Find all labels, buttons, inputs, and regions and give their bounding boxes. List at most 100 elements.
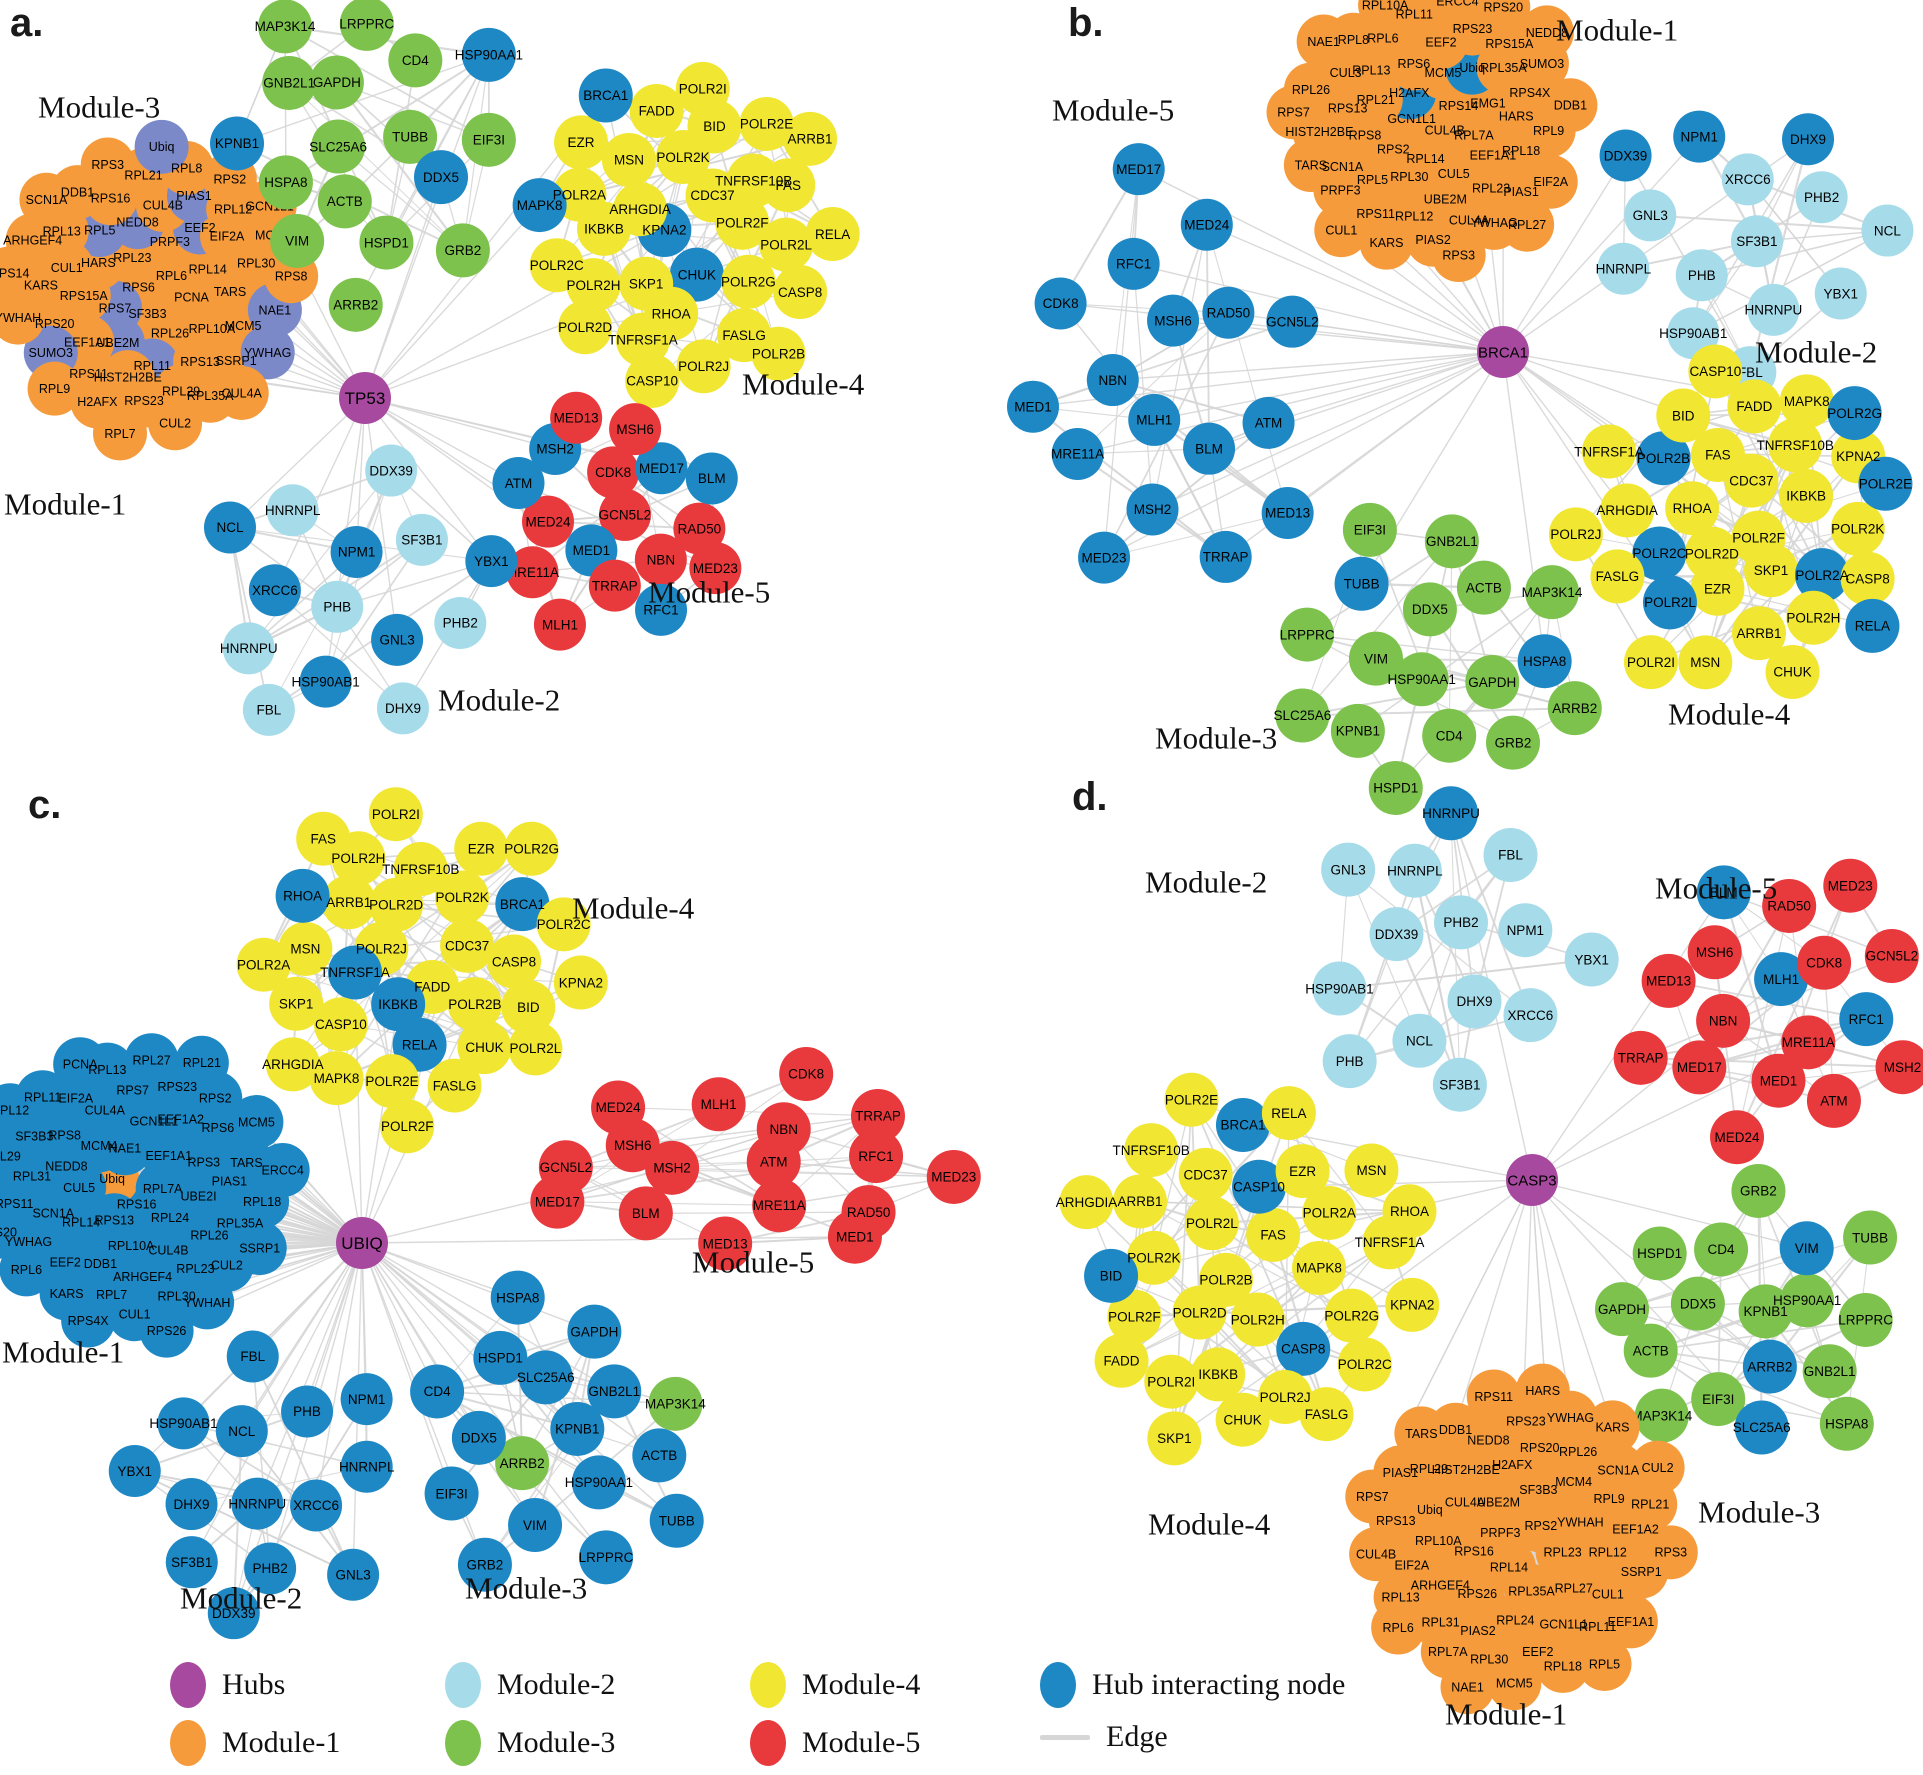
node-EIF3I[interactable] xyxy=(424,1466,479,1521)
node-FBL[interactable] xyxy=(242,683,295,736)
node-ACTB[interactable] xyxy=(317,174,372,229)
node-POLR2E[interactable] xyxy=(365,1054,420,1109)
node-SLC25A6[interactable] xyxy=(1275,688,1330,743)
node-RPL5[interactable] xyxy=(1577,1636,1632,1691)
node-XRCC6[interactable] xyxy=(290,1479,343,1532)
node-KPNB1[interactable] xyxy=(210,116,265,171)
node-HSP90AA1[interactable] xyxy=(461,27,516,82)
node-CDK8[interactable] xyxy=(779,1047,834,1102)
node-CASP10[interactable] xyxy=(1232,1159,1287,1214)
node-GRB2[interactable] xyxy=(457,1537,512,1592)
node-POLR2F[interactable] xyxy=(380,1099,435,1154)
node-RPS16[interactable] xyxy=(1402,0,1456,10)
node-CUL1[interactable] xyxy=(1314,203,1369,258)
node-SCN1A[interactable] xyxy=(1591,1443,1646,1498)
node-SCN1A[interactable] xyxy=(19,172,74,227)
node-MED17[interactable] xyxy=(530,1174,585,1229)
node-NAE1[interactable] xyxy=(1296,14,1351,69)
node-GAPDH[interactable] xyxy=(567,1304,622,1359)
hub-BRCA1[interactable]: BRCA1 xyxy=(1477,326,1529,378)
node-IKBKB[interactable] xyxy=(1191,1347,1246,1402)
node-SLC25A6[interactable] xyxy=(518,1350,573,1405)
node-MCM5[interactable] xyxy=(229,1095,284,1150)
node-RPS20[interactable] xyxy=(0,1205,25,1259)
node-GNL3[interactable] xyxy=(371,613,424,666)
node-POLR2G[interactable] xyxy=(1324,1288,1379,1343)
node-RPS7[interactable] xyxy=(1345,1469,1400,1524)
node-POLR2H[interactable] xyxy=(1230,1292,1285,1347)
node-XRCC6[interactable] xyxy=(1503,988,1558,1043)
node-POLR2E[interactable] xyxy=(739,96,794,151)
node-ARRB1[interactable] xyxy=(1731,606,1786,661)
node-BRCA1[interactable] xyxy=(1215,1097,1270,1152)
node-RPS3[interactable] xyxy=(1643,1525,1698,1580)
node-POLR2B[interactable] xyxy=(447,977,502,1032)
node-NCL[interactable] xyxy=(1861,204,1914,257)
node-GNL3[interactable] xyxy=(327,1548,380,1601)
node-HNRNPL[interactable] xyxy=(266,484,319,537)
node-HNRNPU[interactable] xyxy=(222,622,275,675)
node-POLR2E[interactable] xyxy=(1164,1072,1219,1127)
node-MRE11A[interactable] xyxy=(1051,428,1104,481)
node-NBN[interactable] xyxy=(634,533,687,586)
hub-CASP3[interactable]: CASP3 xyxy=(1506,1154,1558,1206)
node-GAPDH[interactable] xyxy=(1594,1282,1649,1337)
node-POLR2L[interactable] xyxy=(1184,1196,1239,1251)
node-KPNB1[interactable] xyxy=(1330,703,1385,758)
node-POLR2I[interactable] xyxy=(368,787,423,842)
node-MSN[interactable] xyxy=(601,132,656,187)
node-YBX1[interactable] xyxy=(1814,267,1867,320)
node-DDX5[interactable] xyxy=(1670,1276,1725,1331)
node-MRE11A[interactable] xyxy=(752,1178,807,1233)
node-FAS[interactable] xyxy=(761,158,816,213)
hub-node-UBIQ[interactable] xyxy=(336,1217,388,1269)
node-PHB[interactable] xyxy=(1322,1034,1377,1089)
node-FAS[interactable] xyxy=(296,811,351,866)
node-SF3B1[interactable] xyxy=(1730,215,1783,268)
node-NCL[interactable] xyxy=(204,501,257,554)
node-CASP8[interactable] xyxy=(1840,551,1895,606)
node-POLR2L[interactable] xyxy=(508,1021,563,1076)
node-DDX5[interactable] xyxy=(451,1410,506,1465)
node-HNRNPU[interactable] xyxy=(1423,786,1478,841)
node-KPNB1[interactable] xyxy=(550,1401,605,1456)
hub-node-TP53[interactable] xyxy=(339,372,391,424)
node-MAP3K14[interactable] xyxy=(1634,1388,1689,1443)
node-PHB[interactable] xyxy=(311,580,364,633)
node-MSH6[interactable] xyxy=(1687,925,1742,980)
hub-TP53[interactable]: TP53 xyxy=(339,372,391,424)
node-YBX1[interactable] xyxy=(1564,932,1619,987)
node-BLM[interactable] xyxy=(618,1186,673,1241)
node-BLM[interactable] xyxy=(1183,422,1236,475)
node-RPL6[interactable] xyxy=(1371,1600,1426,1655)
node-POLR2G[interactable] xyxy=(504,821,559,876)
node-KARS[interactable] xyxy=(1585,1400,1640,1455)
node-RHOA[interactable] xyxy=(1665,481,1720,536)
node-NPM1[interactable] xyxy=(340,1373,393,1426)
node-POLR2I[interactable] xyxy=(1144,1354,1199,1409)
node-RPL10A[interactable] xyxy=(1358,0,1413,33)
node-FASLG[interactable] xyxy=(427,1058,482,1113)
node-ACTB[interactable] xyxy=(1456,560,1511,615)
node-CDK8[interactable] xyxy=(1797,935,1852,990)
node-ARRB1[interactable] xyxy=(1113,1174,1168,1229)
node-GCN5L2[interactable] xyxy=(1266,295,1319,348)
node-FBL[interactable] xyxy=(1483,828,1538,883)
node-CD4[interactable] xyxy=(388,33,443,88)
node-MED17[interactable] xyxy=(635,442,688,495)
node-FADD[interactable] xyxy=(1094,1333,1149,1388)
node-DDX5[interactable] xyxy=(414,150,469,205)
node-GCN5L2[interactable] xyxy=(1864,929,1919,984)
node-GRB2[interactable] xyxy=(435,223,490,278)
node-TNFRSF10B[interactable] xyxy=(1124,1123,1179,1178)
node-NBN[interactable] xyxy=(756,1102,811,1157)
node-CDK8[interactable] xyxy=(587,446,640,499)
node-ACTB[interactable] xyxy=(632,1428,687,1483)
node-BID[interactable] xyxy=(1084,1248,1139,1303)
node-LRPPRC[interactable] xyxy=(1280,607,1335,662)
node-VIM[interactable] xyxy=(508,1498,563,1553)
node-POLR2B[interactable] xyxy=(751,326,806,381)
node-VIM[interactable] xyxy=(1779,1221,1834,1276)
node-POLR2F[interactable] xyxy=(715,195,770,250)
node-FBL[interactable] xyxy=(226,1330,279,1383)
